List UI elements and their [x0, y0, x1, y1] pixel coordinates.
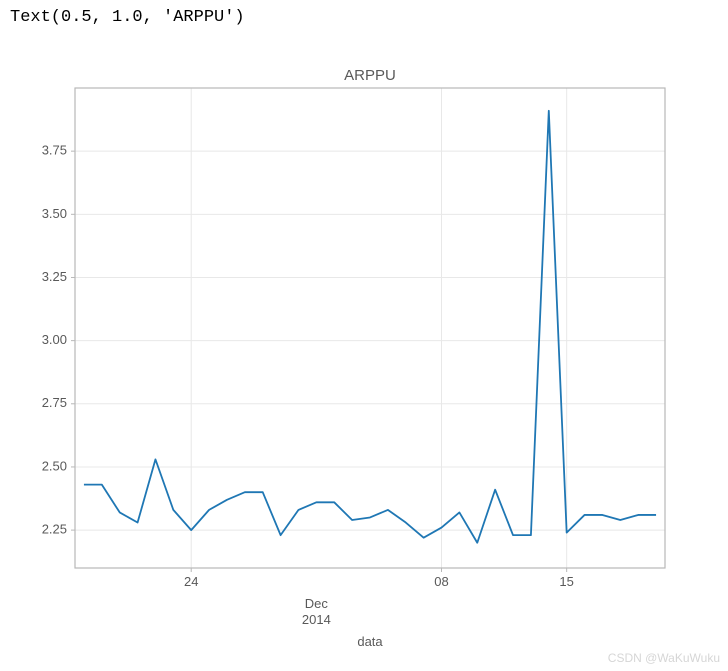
- svg-text:08: 08: [434, 574, 448, 589]
- chart-svg: 2.25 2.50 2.75 3.00 3.25 3.50 3.75 24 08 15 ARPPU D…: [20, 60, 675, 658]
- arppu-chart: 2.25 2.50 2.75 3.00 3.25 3.50 3.75 24 08 15 ARPPU D…: [20, 60, 675, 663]
- watermark-text: CSDN @WaKuWuku: [608, 651, 720, 665]
- svg-text:24: 24: [184, 574, 198, 589]
- svg-text:3.50: 3.50: [42, 206, 67, 221]
- repl-output-text: Text(0.5, 1.0, 'ARPPU'): [10, 8, 245, 27]
- svg-text:2.50: 2.50: [42, 458, 67, 473]
- svg-text:2.75: 2.75: [42, 395, 67, 410]
- svg-text:2014: 2014: [302, 612, 331, 627]
- svg-text:3.00: 3.00: [42, 332, 67, 347]
- svg-text:3.25: 3.25: [42, 269, 67, 284]
- svg-text:Dec: Dec: [305, 596, 329, 611]
- page-root: Text(0.5, 1.0, 'ARPPU') 2.25 2.50 2.75 3.00…: [0, 0, 728, 671]
- svg-text:data: data: [357, 634, 383, 649]
- svg-text:3.75: 3.75: [42, 143, 67, 158]
- svg-text:ARPPU: ARPPU: [344, 67, 396, 84]
- svg-text:15: 15: [559, 574, 573, 589]
- svg-text:2.25: 2.25: [42, 522, 67, 537]
